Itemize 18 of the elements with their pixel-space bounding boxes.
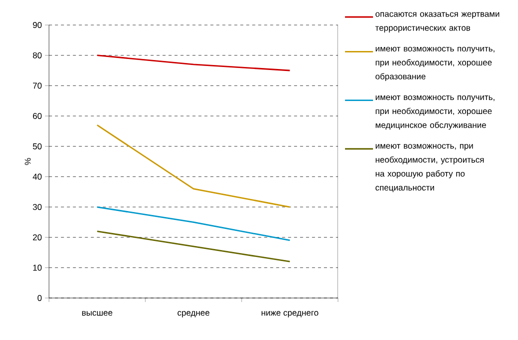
y-tick-label: 70 xyxy=(32,82,42,89)
legend-label: имеют возможность, при необходимости, устроиться на хорошую работу по специальности xyxy=(376,144,484,192)
y-tick-label: 60 xyxy=(32,113,42,119)
x-tick-label: ниже среднего xyxy=(262,311,318,318)
y-tick-label: 20 xyxy=(32,234,42,240)
legend-label: имеют возможность получить, при необходимости, хорошее образование xyxy=(376,46,494,82)
legend-label: опасаются оказаться жертвами террористических актов xyxy=(375,12,500,32)
y-tick-label: 50 xyxy=(32,143,42,150)
y-tick-label: 10 xyxy=(33,264,42,271)
y-tick-label: 40 xyxy=(32,174,42,180)
x-tick-label: среднее xyxy=(178,311,210,318)
y-axis-title: % xyxy=(24,158,31,165)
x-tick-label: высшее xyxy=(82,311,112,316)
y-tick-label: 0 xyxy=(38,295,42,301)
y-tick-label: 90 xyxy=(32,22,42,28)
y-tick-label: 80 xyxy=(32,52,42,58)
legend-label: имеют возможность получить, при необходимости, хорошее медицинское обслуживание xyxy=(376,95,494,130)
y-tick-label: 30 xyxy=(32,204,42,210)
